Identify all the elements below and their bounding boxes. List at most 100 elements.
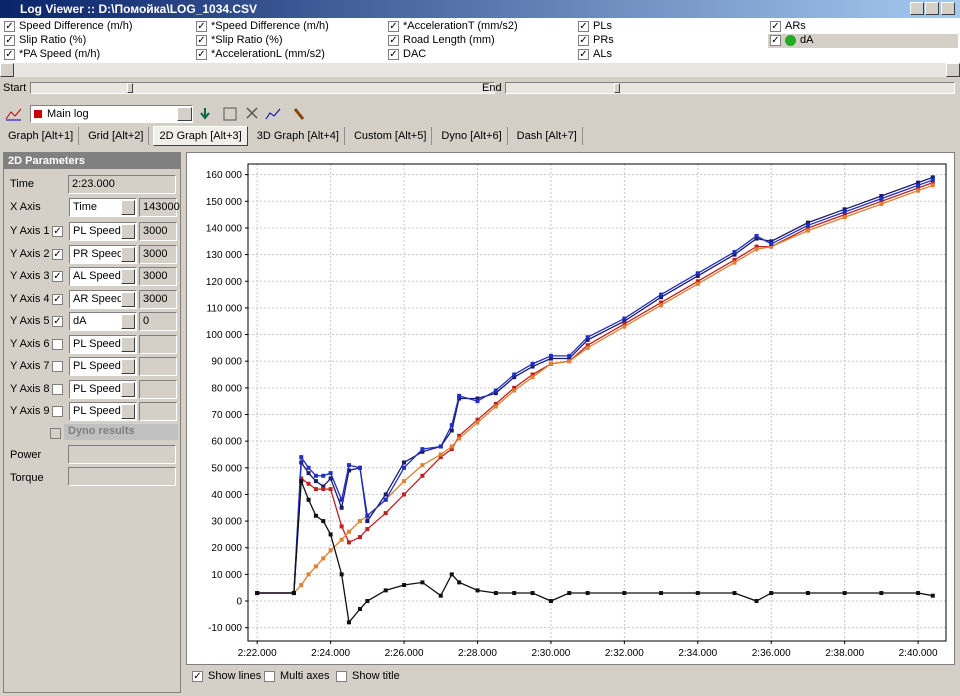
tab[interactable]: Grid [Alt+2] xyxy=(83,127,150,145)
status-icon xyxy=(785,35,796,46)
point xyxy=(622,319,627,324)
dropdown-button[interactable] xyxy=(121,314,135,329)
point xyxy=(732,252,737,257)
checkbox[interactable] xyxy=(336,671,347,682)
axis-select[interactable]: Time xyxy=(69,198,137,217)
point xyxy=(585,345,590,350)
param-label: X Axis xyxy=(10,201,41,213)
axis-select[interactable]: PL Speed xyxy=(69,334,137,354)
toolbar-icons[interactable] xyxy=(200,105,325,123)
tab[interactable]: Graph [Alt+1] xyxy=(3,127,80,145)
axis-select[interactable]: PL Speed xyxy=(69,222,137,241)
checkbox[interactable]: ✓ xyxy=(4,35,15,46)
dropdown-button[interactable] xyxy=(121,224,135,239)
chart-icon[interactable] xyxy=(4,106,24,122)
chart-panel: -10 000 0 10 000 20 000 30 000 40 000 50 000 60… xyxy=(186,152,955,665)
checkbox[interactable]: ✓ xyxy=(196,49,207,60)
axis-select[interactable]: PL Speed xyxy=(69,357,137,376)
y-tick-label: 120 000 xyxy=(206,277,243,288)
checkbox[interactable] xyxy=(52,338,63,350)
y-tick-label: 110 000 xyxy=(207,303,243,314)
checkbox[interactable] xyxy=(50,428,61,439)
checkbox[interactable] xyxy=(264,671,275,682)
point xyxy=(255,591,260,596)
start-label: Start xyxy=(3,82,27,94)
checkbox[interactable]: ✓ xyxy=(192,671,203,682)
checkbox[interactable]: ✓ xyxy=(196,21,207,32)
chart: -10 000 0 10 000 20 000 30 000 40 000 50 000 60… xyxy=(206,163,947,659)
log-select[interactable]: Main log xyxy=(30,105,193,123)
checkbox[interactable] xyxy=(52,383,63,395)
point xyxy=(622,324,627,329)
axis-select[interactable]: dA xyxy=(69,312,137,331)
dropdown-button[interactable] xyxy=(121,200,135,215)
point xyxy=(769,239,774,244)
checkbox[interactable]: ✓ xyxy=(196,35,207,46)
y-tick-label: 40 000 xyxy=(211,490,242,501)
axis-select[interactable]: AR Speed xyxy=(69,289,137,309)
point xyxy=(530,375,535,380)
y-tick-label: 30 000 xyxy=(211,517,242,528)
tab[interactable]: 3D Graph [Alt+4] xyxy=(252,127,345,145)
checkbox[interactable]: ✓ xyxy=(52,226,63,237)
checkbox[interactable]: ✓ xyxy=(578,21,589,32)
checkbox[interactable]: ✓ xyxy=(52,271,63,282)
dropdown-button[interactable] xyxy=(121,336,135,352)
tab[interactable]: Dash [Alt+7] xyxy=(512,127,583,145)
point xyxy=(805,220,810,225)
point xyxy=(567,591,572,596)
point xyxy=(365,519,370,524)
checkbox[interactable]: ✓ xyxy=(578,49,589,60)
checkbox[interactable] xyxy=(52,361,63,372)
param-label: Power xyxy=(10,449,42,461)
checkbox[interactable]: ✓ xyxy=(52,316,63,327)
dropdown-button[interactable] xyxy=(121,404,135,419)
axis-select[interactable]: PL Speed xyxy=(69,402,137,421)
minimize[interactable] xyxy=(910,2,924,15)
dropdown-button[interactable] xyxy=(121,359,135,374)
tab[interactable]: 2D Graph [Alt+3] xyxy=(153,126,248,146)
dropdown-button[interactable] xyxy=(121,246,135,262)
dropdown-button[interactable] xyxy=(121,269,135,284)
axis-select[interactable]: AL Speed xyxy=(69,267,137,286)
checkbox[interactable]: ✓ xyxy=(388,21,399,32)
checkbox[interactable]: ✓ xyxy=(770,21,781,32)
checkbox[interactable]: ✓ xyxy=(4,21,15,32)
end-slider[interactable] xyxy=(505,82,955,94)
checkbox[interactable]: ✓ xyxy=(4,49,15,60)
row-highlight xyxy=(768,34,958,48)
point xyxy=(548,353,553,358)
point xyxy=(306,497,311,502)
dropdown-button[interactable] xyxy=(121,291,135,307)
checkbox[interactable]: ✓ xyxy=(578,35,589,46)
point xyxy=(306,481,311,486)
checkbox[interactable]: ✓ xyxy=(388,35,399,46)
checkbox[interactable]: ✓ xyxy=(52,293,63,305)
start-slider[interactable] xyxy=(30,82,495,94)
point xyxy=(420,580,425,585)
restore[interactable] xyxy=(925,2,939,15)
h-scrollbar[interactable] xyxy=(0,63,960,77)
tab[interactable]: Custom [Alt+5] xyxy=(349,127,433,145)
axis-value: 3000 xyxy=(139,289,177,309)
point xyxy=(365,599,370,604)
checkbox[interactable]: ✓ xyxy=(770,35,781,46)
param-label: Y Axis 6 xyxy=(10,337,50,350)
close[interactable] xyxy=(941,2,955,15)
checkbox[interactable]: ✓ xyxy=(388,49,399,60)
axis-select[interactable]: PL Speed xyxy=(69,379,137,399)
point xyxy=(357,535,362,540)
axis-select[interactable]: PR Speed xyxy=(69,244,137,264)
tab[interactable]: Dyno [Alt+6] xyxy=(436,127,508,145)
series-line xyxy=(257,480,933,624)
point xyxy=(769,244,774,249)
point xyxy=(567,353,572,358)
x-tick-label: 2:30.000 xyxy=(531,648,570,659)
dropdown-button[interactable] xyxy=(121,381,135,397)
checkbox[interactable] xyxy=(52,406,63,417)
y-tick-label: 100 000 xyxy=(206,330,243,341)
point xyxy=(321,487,326,492)
point xyxy=(769,591,774,596)
x-tick-label: 2:26.000 xyxy=(385,648,424,659)
checkbox[interactable]: ✓ xyxy=(52,248,63,260)
